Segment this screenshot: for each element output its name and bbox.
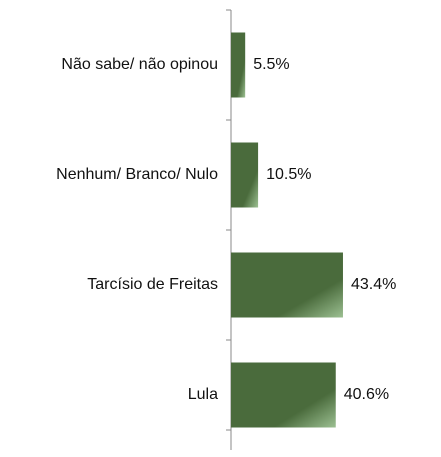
value-label: 10.5% bbox=[266, 166, 311, 183]
category-label: Tarcísio de Freitas bbox=[87, 276, 218, 293]
category-label: Nenhum/ Branco/ Nulo bbox=[56, 166, 218, 183]
value-label: 40.6% bbox=[344, 386, 389, 403]
category-label: Lula bbox=[188, 386, 218, 403]
value-label: 43.4% bbox=[351, 276, 396, 293]
bar bbox=[231, 32, 246, 98]
bar bbox=[231, 252, 343, 318]
bar bbox=[231, 362, 336, 428]
category-label: Não sabe/ não opinou bbox=[61, 56, 218, 73]
value-label: 5.5% bbox=[253, 56, 289, 73]
bar bbox=[231, 142, 259, 208]
